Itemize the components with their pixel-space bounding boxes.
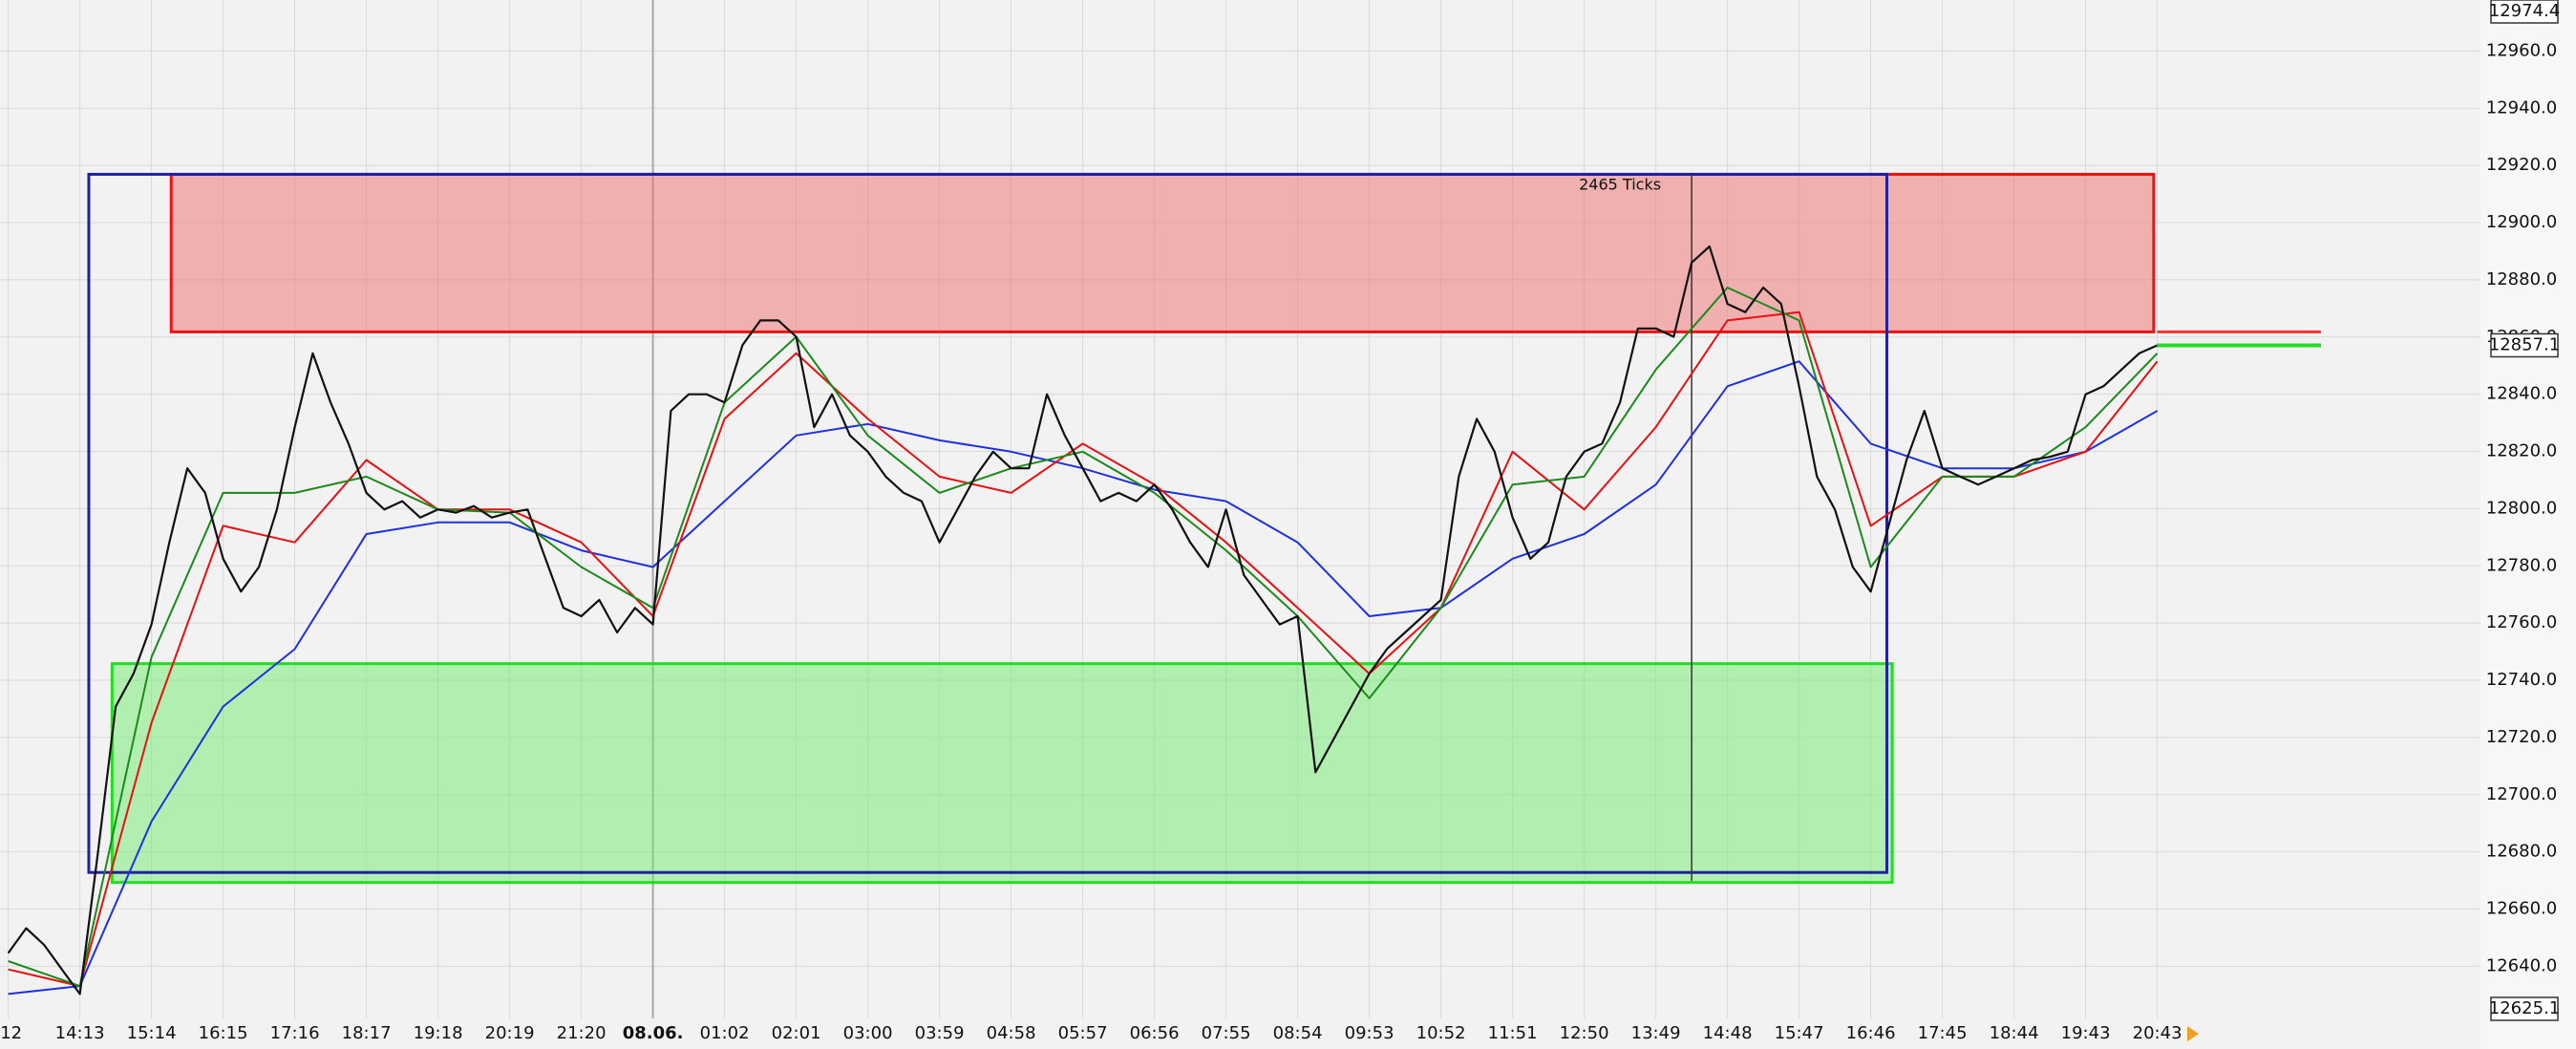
zone xyxy=(169,172,2156,333)
y-tick-label: 12760.0 xyxy=(2486,612,2557,632)
y-tick-label: 12640.0 xyxy=(2486,955,2557,975)
y-tick-label: 12720.0 xyxy=(2486,727,2557,747)
y-tick-label: 12960.0 xyxy=(2486,40,2557,60)
x-tick-label: 21:20 xyxy=(557,1023,607,1043)
x-tick-label: 09:53 xyxy=(1345,1023,1394,1043)
moving-average xyxy=(8,287,2159,988)
x-tick-label: 15:14 xyxy=(127,1023,177,1043)
x-tick-label: 10:52 xyxy=(1416,1023,1466,1043)
x-tick-label: 13:49 xyxy=(1631,1023,1681,1043)
y-tick-label: 12920.0 xyxy=(2486,155,2557,175)
x-tick-label: 07:55 xyxy=(1202,1023,1251,1043)
y-tick-label: 12780.0 xyxy=(2486,555,2557,575)
x-tick-label: 19:43 xyxy=(2061,1023,2111,1043)
range-low-label-box xyxy=(2490,996,2559,1021)
y-tick-label: 12820.0 xyxy=(2486,441,2557,461)
x-tick-label: 08.06. xyxy=(623,1023,684,1043)
y-tick-label: 12880.0 xyxy=(2486,269,2557,289)
y-tick-label: 12740.0 xyxy=(2486,670,2557,690)
y-tick-label: 12840.0 xyxy=(2486,384,2557,404)
x-tick-label: 03:00 xyxy=(843,1023,893,1043)
x-tick-label: 20:19 xyxy=(485,1023,535,1043)
price-axis-panel xyxy=(2480,0,2576,1049)
range-high-label: 12974.4 xyxy=(2489,1,2560,21)
x-tick-label: :12 xyxy=(0,1023,22,1043)
x-tick-label: 08:54 xyxy=(1273,1023,1323,1043)
x-tick-label: 05:57 xyxy=(1058,1023,1108,1043)
moving-average xyxy=(8,310,2159,988)
last-price-label: 12857.1 xyxy=(2489,334,2560,354)
range-high-label-box xyxy=(2490,0,2559,24)
x-tick-label: 16:15 xyxy=(199,1023,248,1043)
y-tick-label: 12900.0 xyxy=(2486,212,2557,232)
y-tick-label: 12940.0 xyxy=(2486,97,2557,118)
x-tick-label: 04:58 xyxy=(987,1023,1036,1043)
y-tick-label: 12800.0 xyxy=(2486,498,2557,518)
scroll-marker xyxy=(2187,1026,2199,1041)
x-tick-label: 17:16 xyxy=(270,1023,320,1043)
x-tick-label: 20:43 xyxy=(2133,1023,2182,1043)
zone xyxy=(87,172,1888,874)
x-tick-label: 14:13 xyxy=(55,1023,105,1043)
y-tick-label: 12660.0 xyxy=(2486,899,2557,919)
x-tick-label: 12:50 xyxy=(1560,1023,1609,1043)
x-tick-label: 11:51 xyxy=(1488,1023,1538,1043)
zone xyxy=(110,662,1894,885)
x-tick-label: 14:48 xyxy=(1703,1023,1753,1043)
x-tick-label: 01:02 xyxy=(700,1023,750,1043)
x-tick-label: 02:01 xyxy=(772,1023,821,1043)
x-tick-label: 03:59 xyxy=(915,1023,965,1043)
annotation: 2465 Ticks xyxy=(1579,176,1661,194)
x-tick-label: 18:17 xyxy=(342,1023,392,1043)
range-low-label: 12625.1 xyxy=(2489,998,2560,1018)
last-price-label-box xyxy=(2490,332,2559,358)
price-line xyxy=(7,245,2159,995)
x-tick-label: 15:47 xyxy=(1775,1023,1824,1043)
y-tick-label: 12700.0 xyxy=(2486,784,2557,804)
x-tick-label: 16:46 xyxy=(1846,1023,1896,1043)
y-tick-label: 12680.0 xyxy=(2486,842,2557,862)
x-tick-label: 18:44 xyxy=(1990,1023,2039,1043)
x-tick-label: 19:18 xyxy=(414,1023,463,1043)
x-tick-label: 17:45 xyxy=(1918,1023,1968,1043)
x-tick-label: 06:56 xyxy=(1130,1023,1180,1043)
